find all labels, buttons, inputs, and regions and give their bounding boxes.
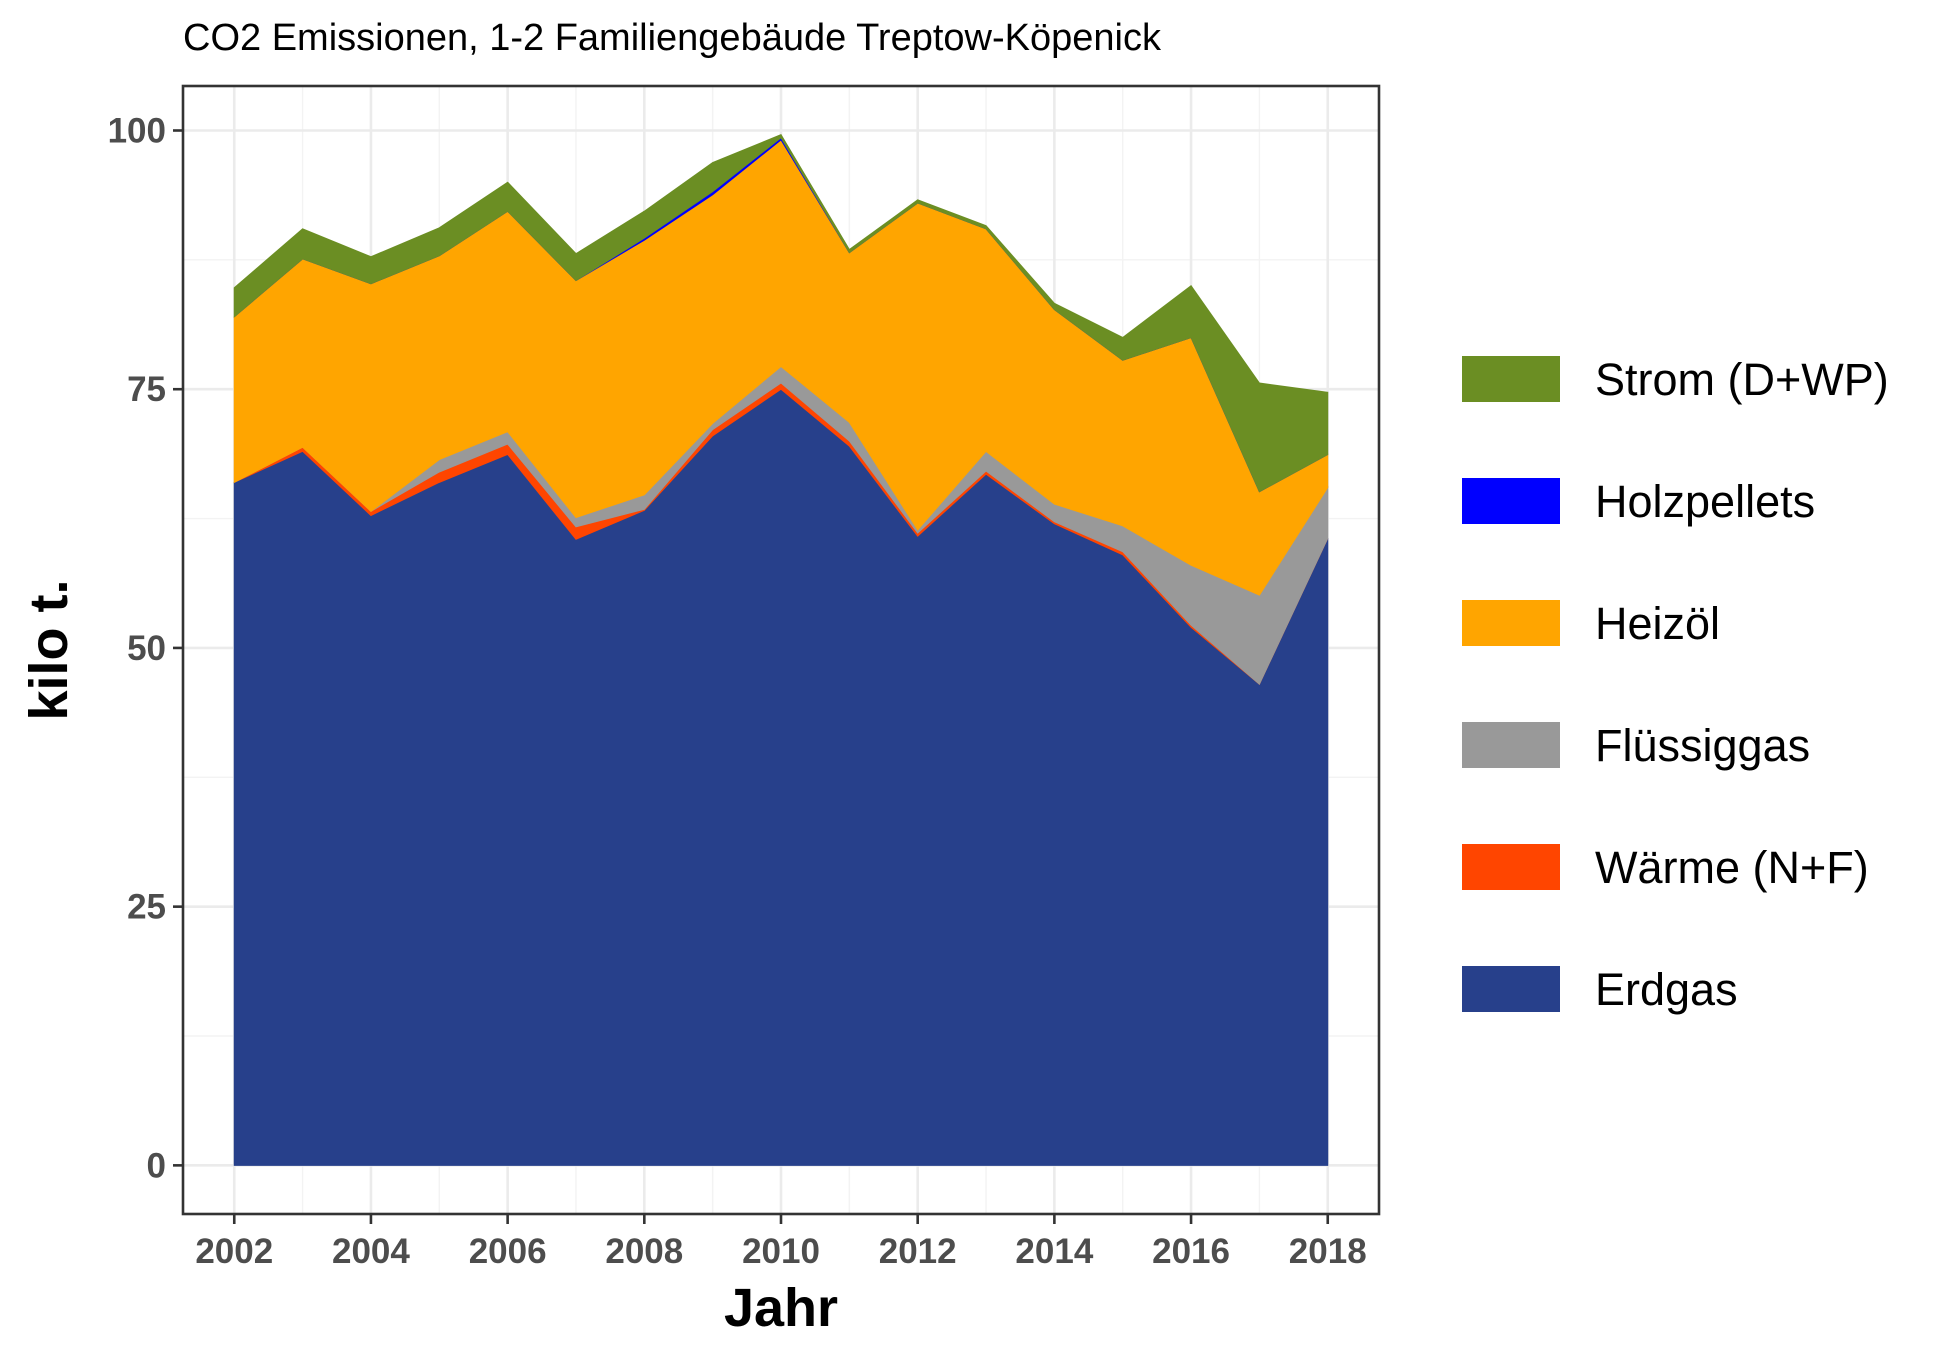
legend-label-erdgas: Erdgas	[1595, 964, 1738, 1015]
legend-swatch-flüssiggas	[1462, 722, 1560, 768]
area-strom-d-wp	[233, 134, 1329, 493]
x-tick-label: 2010	[742, 1232, 820, 1271]
legend-swatch-strom-d-wp	[1462, 356, 1560, 402]
x-tick-label: 2012	[879, 1232, 957, 1271]
x-tick-label: 2016	[1152, 1232, 1230, 1271]
data-areas	[233, 134, 1329, 1166]
x-axis-ticks: 2002 2004 2006 2008 2010 2012 2014 2016 2018	[195, 1214, 1367, 1271]
y-tick-label: 75	[127, 370, 166, 409]
legend-swatch-erdgas	[1462, 966, 1560, 1012]
y-axis-title: kilo t.	[19, 579, 79, 720]
x-tick-label: 2002	[195, 1232, 273, 1271]
legend-swatch-holzpellets	[1462, 478, 1560, 524]
legend-label-wärme-n-f: Wärme (N+F)	[1595, 842, 1869, 893]
legend-swatch-wärme-n-f	[1462, 844, 1560, 890]
legend: Strom (D+WP) Holzpellets Heizöl Flüssiggas W…	[1462, 354, 1889, 1015]
y-tick-label: 25	[127, 888, 166, 927]
legend-swatch-heizöl	[1462, 600, 1560, 646]
y-tick-label: 100	[108, 111, 166, 150]
legend-label-holzpellets: Holzpellets	[1595, 476, 1815, 527]
x-tick-label: 2014	[1015, 1232, 1093, 1271]
legend-label-flüssiggas: Flüssiggas	[1595, 720, 1810, 771]
legend-label-heizöl: Heizöl	[1595, 598, 1720, 649]
chart-title: CO2 Emissionen, 1-2 Familiengebäude Trep…	[183, 17, 1162, 59]
y-tick-label: 0	[147, 1146, 166, 1185]
x-tick-label: 2006	[469, 1232, 547, 1271]
x-tick-label: 2018	[1289, 1232, 1367, 1271]
x-axis-title: Jahr	[724, 1278, 838, 1338]
y-axis-ticks: 0 25 50 75 100	[108, 111, 183, 1185]
legend-label-strom-d-wp: Strom (D+WP)	[1595, 354, 1889, 405]
y-tick-label: 50	[127, 629, 166, 668]
x-tick-label: 2008	[605, 1232, 683, 1271]
x-tick-label: 2004	[332, 1232, 410, 1271]
